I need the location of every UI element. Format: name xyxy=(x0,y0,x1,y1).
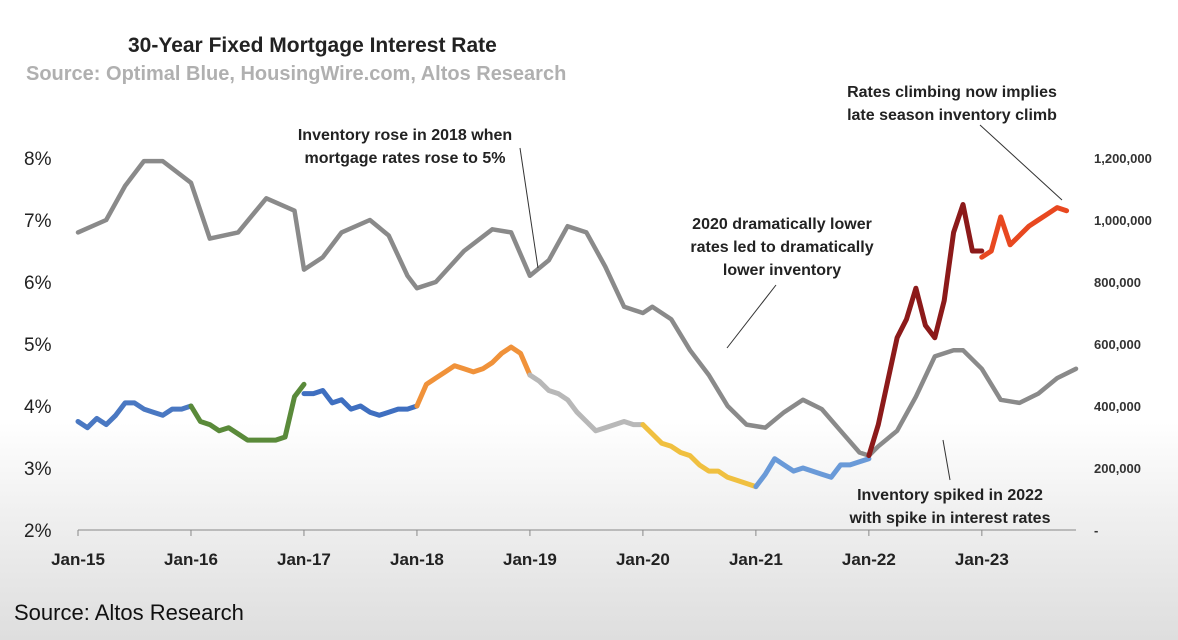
y-left-tick-label: 5% xyxy=(24,335,52,356)
x-tick-label: Jan-19 xyxy=(503,550,557,569)
y-right-tick-label: 600,000 xyxy=(1094,337,1141,352)
y-left-tick-label: 6% xyxy=(24,273,52,294)
annotation-text: Inventory spiked in 2022 xyxy=(857,487,1043,504)
x-axis: Jan-15 Jan-16 Jan-17 Jan-18 Jan-19 Jan-20 Jan-… xyxy=(51,530,1009,569)
y-right-tick-label: 200,000 xyxy=(1094,461,1141,476)
annotation-text: Rates climbing now implies xyxy=(847,84,1057,101)
x-tick-label: Jan-18 xyxy=(390,550,444,569)
annotation-leader xyxy=(519,147,539,269)
y-left-tick-label: 8% xyxy=(24,149,52,170)
y-right-tick-label: 400,000 xyxy=(1094,399,1141,414)
inventory-layer xyxy=(75,158,1079,458)
rate-line-segment xyxy=(527,372,646,434)
y-left-tick-label: 4% xyxy=(24,397,52,418)
rate-layer xyxy=(75,202,1070,490)
y-left-tick-label: 3% xyxy=(24,459,52,480)
rate-line-segment xyxy=(979,205,1070,260)
annotation-text: with spike in interest rates xyxy=(849,510,1051,527)
chart-subtitle: Source: Optimal Blue, HousingWire.com, A… xyxy=(26,63,566,85)
y-left-tick-label: 2% xyxy=(24,521,52,542)
rate-line-segment xyxy=(640,422,759,490)
right-axis: 1,200,000 1,000,000 800,000 600,000 400,000 2… xyxy=(1094,151,1152,538)
annotation-text: rates led to dramatically xyxy=(690,239,873,256)
left-axis: 8% 7% 6% 5% 4% 3% 2% xyxy=(24,149,52,542)
annotation-text: mortgage rates rose to 5% xyxy=(305,150,506,167)
annotation-leader xyxy=(726,284,777,349)
y-right-tick-label: 1,000,000 xyxy=(1094,213,1152,228)
x-tick-label: Jan-16 xyxy=(164,550,218,569)
x-tick-label: Jan-23 xyxy=(955,550,1009,569)
rate-line-segment xyxy=(75,400,194,431)
y-left-tick-label: 7% xyxy=(24,211,52,232)
annotation-text: 2020 dramatically lower xyxy=(692,216,872,233)
annotation-layer: Inventory rose in 2018 when mortgage rate… xyxy=(298,84,1063,527)
chart-title: 30-Year Fixed Mortgage Interest Rate xyxy=(128,34,497,57)
inventory-line xyxy=(75,158,1079,458)
x-tick-label: Jan-15 xyxy=(51,550,105,569)
footer-source: Source: Altos Research xyxy=(14,600,244,625)
x-tick-label: Jan-20 xyxy=(616,550,670,569)
rate-line-segment xyxy=(414,344,533,409)
rate-line-segment xyxy=(753,456,872,490)
rate-line-segment xyxy=(301,388,420,418)
rate-line-segment xyxy=(866,202,985,459)
x-tick-label: Jan-21 xyxy=(729,550,783,569)
y-right-tick-label: - xyxy=(1094,523,1098,538)
mortgage-rate-chart: 30-Year Fixed Mortgage Interest Rate Sou… xyxy=(24,34,1152,569)
annotation-leader xyxy=(942,439,951,481)
y-right-tick-label: 800,000 xyxy=(1094,275,1141,290)
annotation-text: lower inventory xyxy=(723,262,841,279)
y-right-tick-label: 1,200,000 xyxy=(1094,151,1152,166)
annotation-text: late season inventory climb xyxy=(847,107,1057,124)
rate-line-segment xyxy=(188,381,307,443)
annotation-text: Inventory rose in 2018 when xyxy=(298,127,512,144)
annotation-leader xyxy=(979,124,1063,201)
x-tick-label: Jan-17 xyxy=(277,550,331,569)
x-tick-label: Jan-22 xyxy=(842,550,896,569)
